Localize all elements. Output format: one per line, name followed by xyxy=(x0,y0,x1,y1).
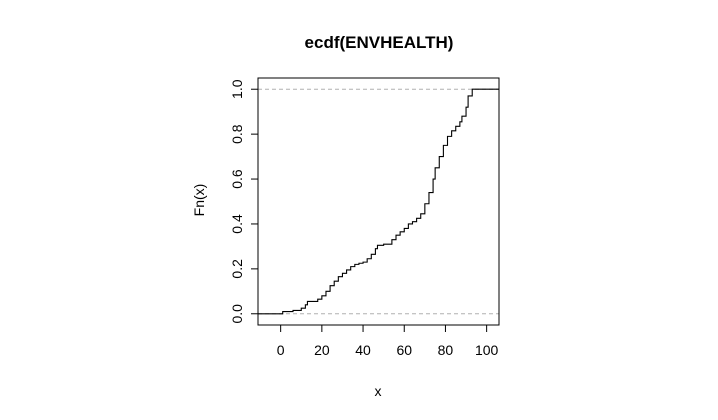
chart-title: ecdf(ENVHEALTH) xyxy=(305,33,454,52)
x-tick-label-4: 80 xyxy=(438,342,454,358)
x-axis-label: x xyxy=(375,383,382,399)
y-tick-label-3: 0.6 xyxy=(229,169,245,189)
y-axis-label: Fn(x) xyxy=(191,184,207,217)
y-tick-label-5: 1.0 xyxy=(229,79,245,99)
x-tick-label-2: 40 xyxy=(355,342,371,358)
y-tick-label-4: 0.8 xyxy=(229,124,245,144)
x-tick-label-5: 100 xyxy=(475,342,499,358)
x-axis: 0 20 40 60 80 100 xyxy=(277,325,499,358)
y-tick-label-2: 0.4 xyxy=(229,214,245,234)
ecdf-series xyxy=(258,88,499,315)
x-tick-label-1: 20 xyxy=(314,342,330,358)
reference-lines xyxy=(258,88,499,315)
y-axis: 0.0 0.2 0.4 0.6 0.8 1.0 xyxy=(229,79,258,324)
plot-frame xyxy=(257,77,500,326)
y-tick-label-0: 0.0 xyxy=(229,304,245,324)
x-tick-label-0: 0 xyxy=(277,342,285,358)
y-tick-label-1: 0.2 xyxy=(229,259,245,279)
x-tick-label-3: 60 xyxy=(396,342,412,358)
ecdf-step-line xyxy=(258,88,499,315)
